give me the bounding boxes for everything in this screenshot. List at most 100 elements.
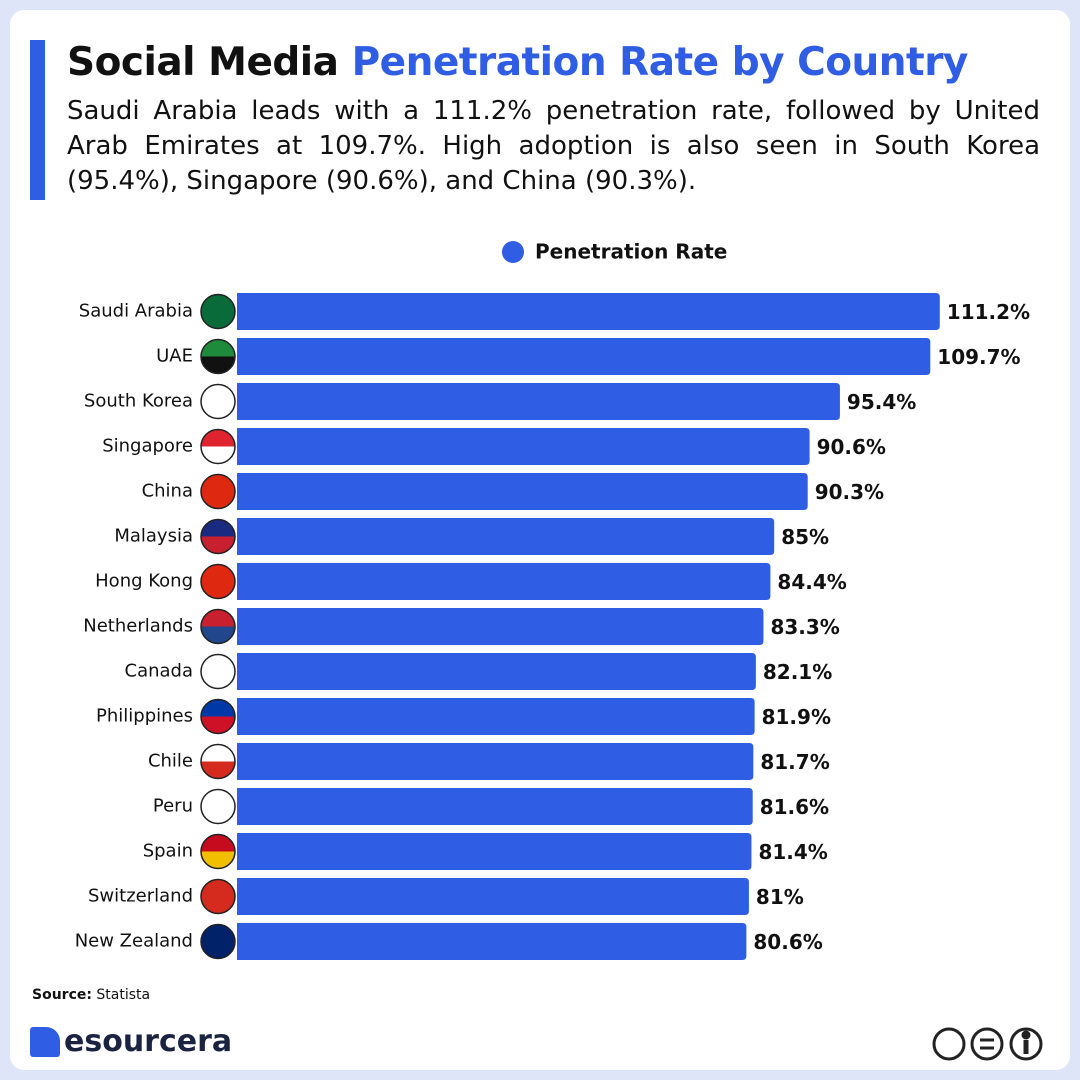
source: Source: Statista bbox=[32, 987, 150, 1003]
value-label: 95.4% bbox=[847, 390, 916, 414]
flag-bottom bbox=[201, 446, 235, 464]
category-label: Chile bbox=[148, 751, 193, 772]
category-label: South Korea bbox=[84, 391, 193, 412]
flag-border bbox=[200, 338, 236, 375]
flag-border bbox=[200, 698, 236, 735]
legend-label: Penetration Rate bbox=[535, 240, 727, 264]
bar bbox=[237, 473, 808, 510]
flag-bottom bbox=[201, 806, 235, 824]
flag bbox=[200, 293, 236, 330]
flag-top bbox=[201, 609, 235, 627]
flag bbox=[200, 428, 236, 465]
brand: esourcera bbox=[30, 1024, 232, 1059]
value-label: 81% bbox=[756, 885, 804, 909]
flag bbox=[200, 878, 236, 915]
value-label: 81.6% bbox=[760, 795, 829, 819]
brand-name: esourcera bbox=[64, 1024, 233, 1059]
flag-top bbox=[201, 339, 235, 357]
flag-top bbox=[201, 474, 235, 492]
title-highlight: Penetration Rate by Country bbox=[351, 40, 969, 85]
flag-top bbox=[201, 834, 235, 852]
flag-top bbox=[201, 654, 235, 672]
flag bbox=[200, 608, 236, 645]
value-label: 80.6% bbox=[753, 930, 822, 954]
flag-bottom bbox=[201, 761, 235, 779]
flag bbox=[200, 833, 236, 870]
flag-top bbox=[201, 294, 235, 312]
flag-border bbox=[200, 743, 236, 780]
flag-top bbox=[201, 384, 235, 402]
category-label: Singapore bbox=[102, 436, 193, 457]
brand-logo bbox=[30, 1026, 60, 1057]
category-label: Canada bbox=[125, 661, 194, 682]
category-label: China bbox=[142, 481, 193, 502]
value-label: 111.2% bbox=[947, 300, 1030, 324]
bar bbox=[237, 428, 810, 465]
chart-subtitle: Saudi Arabia leads with a 111.2% penetra… bbox=[67, 96, 1040, 196]
flag-border bbox=[200, 608, 236, 645]
flag-bottom bbox=[201, 311, 235, 329]
category-label: New Zealand bbox=[75, 931, 193, 952]
bar bbox=[237, 338, 931, 375]
bar bbox=[237, 293, 940, 330]
flag bbox=[200, 473, 236, 510]
flag-bottom bbox=[201, 356, 235, 374]
category-label: Hong Kong bbox=[95, 571, 193, 592]
flag-border bbox=[200, 878, 236, 915]
flag-bottom bbox=[201, 716, 235, 734]
flag-bottom bbox=[201, 851, 235, 869]
bar bbox=[237, 563, 771, 600]
flag bbox=[200, 698, 236, 735]
flag bbox=[200, 923, 236, 960]
flag-border bbox=[200, 788, 236, 825]
value-label: 83.3% bbox=[770, 615, 839, 639]
value-label: 90.3% bbox=[815, 480, 884, 504]
title-part: Social Media bbox=[67, 40, 339, 85]
flag-bottom bbox=[201, 581, 235, 599]
bar bbox=[237, 878, 749, 915]
flag-border bbox=[200, 563, 236, 600]
flag-top bbox=[201, 519, 235, 537]
flag-border bbox=[200, 833, 236, 870]
flag-top bbox=[201, 924, 235, 942]
value-label: 109.7% bbox=[937, 345, 1020, 369]
flag-border bbox=[200, 293, 236, 330]
source-name: Statista bbox=[96, 987, 151, 1003]
cc-icons bbox=[932, 1027, 1043, 1061]
flag-border bbox=[200, 473, 236, 510]
flag bbox=[200, 653, 236, 690]
bar bbox=[237, 833, 752, 870]
bar bbox=[237, 653, 756, 690]
flag-top bbox=[201, 564, 235, 582]
category-label: Netherlands bbox=[83, 616, 193, 637]
flag-border bbox=[200, 383, 236, 420]
flag bbox=[200, 338, 236, 375]
flag-bottom bbox=[201, 896, 235, 914]
flag-bottom bbox=[201, 536, 235, 554]
flag bbox=[200, 743, 236, 780]
flag-bottom bbox=[201, 401, 235, 419]
flag-bottom bbox=[201, 626, 235, 644]
flag-border bbox=[200, 518, 236, 555]
chart-title: Social Media Penetration Rate by Country bbox=[67, 40, 968, 85]
value-label: 82.1% bbox=[763, 660, 832, 684]
bar bbox=[237, 608, 764, 645]
value-label: 90.6% bbox=[817, 435, 886, 459]
bar bbox=[237, 383, 840, 420]
flag-top bbox=[201, 699, 235, 717]
bar bbox=[237, 698, 755, 735]
flag-top bbox=[201, 789, 235, 807]
category-label: UAE bbox=[156, 346, 193, 367]
bar bbox=[237, 923, 747, 960]
value-label: 85% bbox=[781, 525, 829, 549]
flag bbox=[200, 563, 236, 600]
flag bbox=[200, 383, 236, 420]
flag bbox=[200, 518, 236, 555]
flag-bottom bbox=[201, 491, 235, 509]
flag-bottom bbox=[201, 671, 235, 689]
bar bbox=[237, 518, 775, 555]
value-label: 81.4% bbox=[758, 840, 827, 864]
category-label: Peru bbox=[153, 796, 193, 817]
